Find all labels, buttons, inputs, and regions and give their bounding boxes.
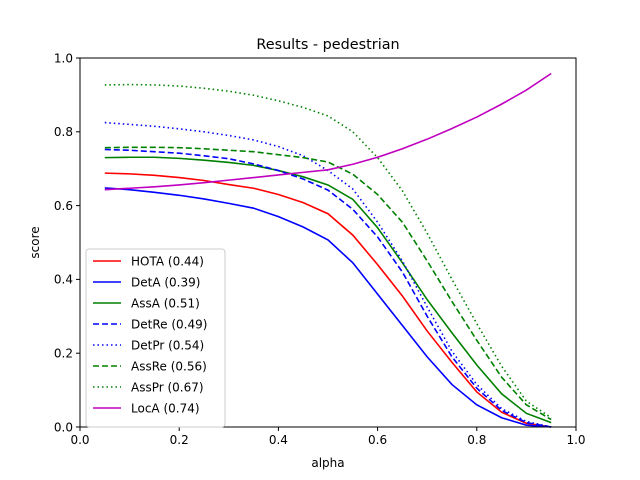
legend: HOTA (0.44) DetA (0.39) AssA (0.51) DetRe (…: [85, 248, 226, 428]
legend-label: LocA (0.74): [131, 401, 200, 415]
y-tick-label: 0.6: [54, 199, 73, 213]
legend-label: AssRe (0.56): [131, 359, 207, 373]
legend-label: DetA (0.39): [131, 275, 200, 289]
y-axis-label: score: [28, 226, 42, 258]
y-tick-label: 1.0: [54, 51, 73, 65]
x-tick-label: 0.4: [269, 433, 288, 447]
series-line-5: [104, 146, 552, 421]
series-line-1: [104, 187, 552, 428]
plot-lines: [104, 72, 552, 428]
plot-frame: [79, 57, 577, 428]
y-tick-label: 0.2: [54, 347, 73, 361]
x-tick-label: 0.2: [170, 433, 189, 447]
x-tick-label: 0.6: [368, 433, 387, 447]
series-line-7: [104, 72, 552, 191]
y-tick-label: 0.8: [54, 125, 73, 139]
x-axis-label: alpha: [311, 456, 344, 470]
x-axis-ticks: 0.0 0.2 0.4 0.6 0.8 1.0: [70, 427, 586, 447]
y-tick-label: 0.0: [54, 420, 73, 434]
x-tick-label: 0.8: [467, 433, 486, 447]
legend-label: DetRe (0.49): [131, 317, 207, 331]
y-axis-ticks: 0.0 0.2 0.4 0.6 0.8 1.0: [54, 51, 80, 434]
y-tick-label: 0.4: [54, 273, 73, 287]
legend-label: DetPr (0.54): [131, 338, 204, 352]
legend-label: AssPr (0.67): [131, 380, 204, 394]
legend-label: HOTA (0.44): [131, 254, 204, 268]
series-line-3: [104, 148, 552, 428]
series-line-0: [104, 172, 552, 428]
chart-title: Results - pedestrian: [256, 37, 399, 53]
legend-label: AssA (0.51): [131, 296, 200, 310]
series-line-2: [104, 156, 552, 424]
x-tick-label: 0.0: [70, 433, 89, 447]
x-tick-label: 1.0: [566, 433, 585, 447]
legend-box: [85, 248, 226, 428]
